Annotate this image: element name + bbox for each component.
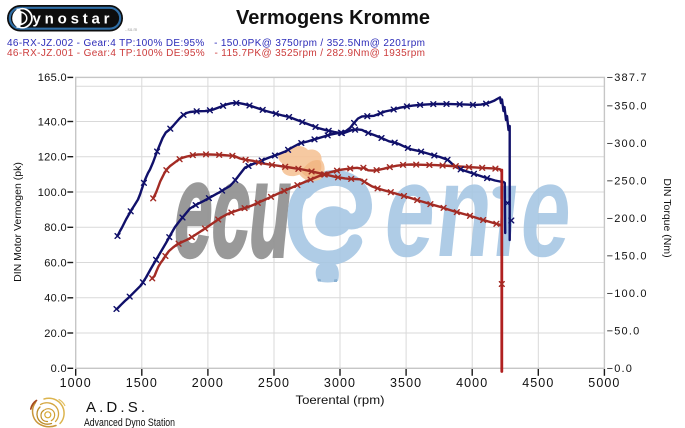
svg-text:1000: 1000 bbox=[60, 376, 92, 390]
svg-text:ynostar: ynostar bbox=[33, 11, 114, 28]
svg-text:3500: 3500 bbox=[390, 376, 422, 390]
svg-text:0.0: 0.0 bbox=[51, 363, 67, 375]
svg-text:4500: 4500 bbox=[522, 376, 554, 390]
svg-text:−200.0: −200.0 bbox=[607, 213, 648, 225]
svg-text:40.0: 40.0 bbox=[44, 293, 67, 305]
svg-text:−300.0: −300.0 bbox=[607, 138, 648, 150]
svg-text:−50.0: −50.0 bbox=[607, 326, 641, 338]
svg-text:100.0: 100.0 bbox=[38, 187, 67, 199]
svg-text:enıe: enıe bbox=[378, 136, 582, 285]
svg-text:60.0: 60.0 bbox=[44, 257, 67, 269]
svg-text:Advanced Dyno Station: Advanced Dyno Station bbox=[84, 417, 175, 428]
svg-text:2500: 2500 bbox=[258, 376, 290, 390]
svg-text:120.0: 120.0 bbox=[38, 152, 67, 164]
svg-text:..so.m: ..so.m bbox=[125, 27, 138, 32]
svg-text:165.0: 165.0 bbox=[38, 72, 67, 84]
svg-text:3000: 3000 bbox=[324, 376, 356, 390]
svg-text:A.D.S.: A.D.S. bbox=[86, 399, 145, 416]
svg-text:Vermogens Kromme: Vermogens Kromme bbox=[236, 7, 430, 29]
svg-text:46-RX-JZ.002 - Gear:4 TP:100%: 46-RX-JZ.002 - Gear:4 TP:100% DE:95% - 1… bbox=[7, 38, 425, 49]
svg-text:−150.0: −150.0 bbox=[607, 251, 648, 263]
svg-text:−0.0: −0.0 bbox=[607, 363, 634, 375]
svg-text:DIN Motor Vermogen (pk): DIN Motor Vermogen (pk) bbox=[12, 162, 24, 282]
svg-text:4000: 4000 bbox=[456, 376, 488, 390]
svg-text:Toerental (rpm): Toerental (rpm) bbox=[296, 393, 385, 407]
svg-text:140.0: 140.0 bbox=[38, 116, 67, 128]
svg-text:DIN Torque (Nm): DIN Torque (Nm) bbox=[661, 178, 673, 257]
svg-text:5000: 5000 bbox=[588, 376, 620, 390]
svg-text:−350.0: −350.0 bbox=[607, 101, 648, 113]
svg-text:1500: 1500 bbox=[126, 376, 158, 390]
svg-text:20.0: 20.0 bbox=[44, 328, 67, 340]
svg-text:−387.7: −387.7 bbox=[607, 72, 648, 84]
svg-text:2000: 2000 bbox=[192, 376, 224, 390]
svg-text:−100.0: −100.0 bbox=[607, 288, 648, 300]
svg-text:−250.0: −250.0 bbox=[607, 176, 648, 188]
svg-text:46-RX-JZ.001 - Gear:4 TP:100%: 46-RX-JZ.001 - Gear:4 TP:100% DE:95% - 1… bbox=[7, 48, 425, 59]
svg-text:80.0: 80.0 bbox=[44, 222, 67, 234]
